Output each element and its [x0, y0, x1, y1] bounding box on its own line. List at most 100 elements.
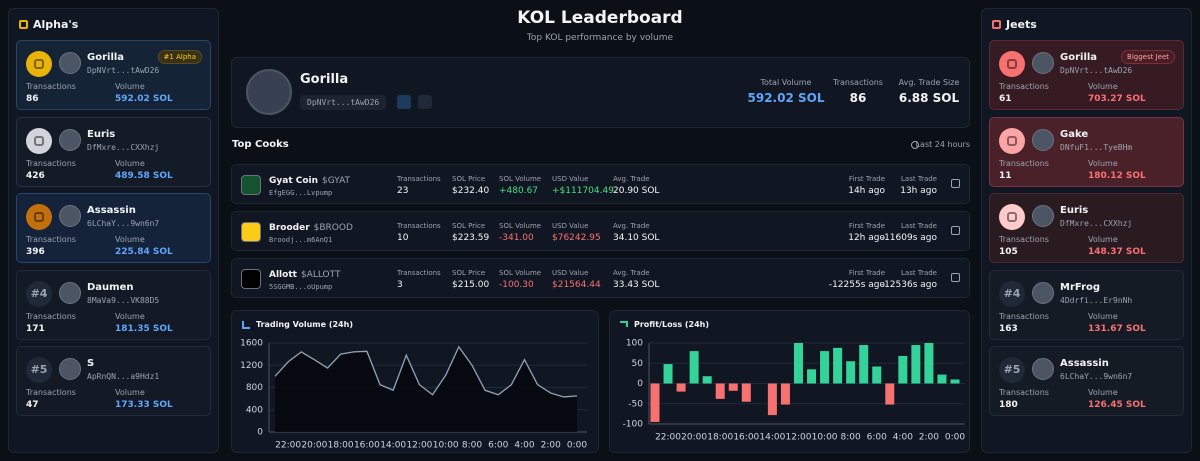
rank-tag: Biggest Jeet [1121, 50, 1175, 64]
column-label: USD Value [552, 222, 589, 230]
leader-card[interactable]: Euris DfMxre...CXXhzj Transactions 426 Volum… [16, 117, 211, 187]
avatar [1032, 129, 1054, 151]
token-row[interactable]: Gyat Coin $GYAT EfgEGG...Lvpump Transaction… [231, 164, 970, 204]
panel-title: Alpha's [33, 18, 79, 31]
stat-label: Transactions [26, 312, 76, 321]
trader-name: Assassin [1060, 358, 1109, 369]
stat-value: 105 [999, 247, 1018, 257]
stat-label: Volume [115, 82, 145, 91]
column-label: Last Trade [901, 175, 937, 183]
avatar [59, 129, 81, 151]
rank-medal [26, 204, 52, 230]
token-address: 5SGGMB...oUpump [269, 283, 333, 291]
column-label: Transactions [397, 269, 441, 277]
column-label: SOL Price [452, 175, 486, 183]
rank-badge: #4 [999, 281, 1025, 307]
avatar [1032, 205, 1054, 227]
token-icon [241, 269, 261, 289]
profile-stat-label: Transactions [833, 78, 883, 87]
token-row[interactable]: Brooder $BROOD Broodj...m6AnQ1 Transactions… [231, 211, 970, 251]
leader-card[interactable]: Gorilla DpNVrt...tAwD26 Biggest Jeet Transa… [989, 40, 1184, 110]
stat-value: 163 [999, 324, 1018, 334]
column-label: SOL Volume [499, 175, 542, 183]
stat-value: 11 [999, 171, 1012, 181]
profile-avatar [246, 69, 292, 115]
medal-inner [1007, 59, 1017, 69]
column-value: 20.90 SOL [613, 186, 660, 196]
external-link[interactable] [951, 179, 960, 188]
column-value: 3 [397, 280, 403, 290]
leader-card[interactable]: #4 Daumen 8MaVa9...VK88D5 Transactions 171 Vo… [16, 270, 211, 340]
column-value: -11609s ago [880, 233, 937, 243]
token-name-line: Gyat Coin $GYAT [269, 176, 350, 186]
trader-name: Gorilla [87, 52, 125, 63]
column-value: $76242.95 [552, 233, 601, 243]
token-name-line: Brooder $BROOD [269, 223, 353, 233]
leader-card[interactable]: #5 S ApRnQN...a9Hdz1 Transactions 47 Volume 17… [16, 346, 211, 416]
trader-name: Euris [87, 129, 116, 140]
trader-name: Assassin [87, 205, 136, 216]
column-value: $215.00 [452, 280, 490, 290]
trader-name: MrFrog [1060, 282, 1101, 293]
token-row[interactable]: Allott $ALLOTT 5SGGMB...oUpump Transactions… [231, 258, 970, 298]
leader-card[interactable]: Euris DfMxre...CXXhzj Transactions 105 Volum… [989, 193, 1184, 263]
column-label: Last Trade [901, 269, 937, 277]
token-icon [241, 222, 261, 242]
volume-value: 592.02 SOL [115, 94, 173, 104]
column-value: $223.59 [452, 233, 490, 243]
leader-card[interactable]: Assassin 6LChaY...9wn6n7 Transactions 396 Vo… [16, 193, 211, 263]
profile-stat-value: 592.02 SOL [747, 91, 825, 105]
token-symbol: $GYAT [322, 176, 351, 186]
stat-value: 171 [26, 324, 45, 334]
stat-label: Volume [115, 388, 145, 397]
column-value: 33.43 SOL [613, 280, 660, 290]
token-symbol: $BROOD [313, 223, 353, 233]
leader-card[interactable]: #5 Assassin 6LChaY...9wn6n7 Transactions 180… [989, 346, 1184, 416]
column-value: 23 [397, 186, 409, 196]
column-label: Last Trade [901, 222, 937, 230]
stat-value: 426 [26, 171, 45, 181]
leader-card[interactable]: Gake DNfuF1...TyeBHm Transactions 11 Volume 1… [989, 117, 1184, 187]
stat-label: Volume [1088, 159, 1118, 168]
panel-icon [992, 20, 1001, 29]
rank-medal [999, 128, 1025, 154]
column-label: Avg. Trade [613, 222, 650, 230]
stat-label: Transactions [999, 235, 1049, 244]
external-link[interactable] [951, 226, 960, 235]
volume-value: 148.37 SOL [1088, 247, 1146, 257]
panel-icon [19, 20, 28, 29]
external-link[interactable] [951, 273, 960, 282]
rank-tag: #1 Alpha [157, 50, 202, 64]
twitter-button[interactable] [418, 95, 432, 109]
token-address: EfgEGG...Lvpump [269, 189, 333, 197]
column-value: -100.30 [499, 280, 534, 290]
volume-value: 131.67 SOL [1088, 324, 1146, 334]
avatar [1032, 358, 1054, 380]
column-value: -12255s ago [828, 280, 885, 290]
message-button[interactable] [397, 95, 411, 109]
stat-value: 86 [26, 94, 39, 104]
stat-label: Transactions [26, 388, 76, 397]
token-address: Broodj...m6AnQ1 [269, 236, 333, 244]
column-value: 34.10 SOL [613, 233, 660, 243]
profile-stat-value: 86 [849, 91, 867, 105]
column-value: 13h ago [900, 186, 937, 196]
rank-badge: #4 [26, 281, 52, 307]
volume-value: 181.35 SOL [115, 324, 173, 334]
stat-label: Transactions [26, 159, 76, 168]
column-label: SOL Volume [499, 269, 542, 277]
profile-address: DpNVrt...tAwD26 [300, 95, 387, 110]
leader-card[interactable]: Gorilla DpNVrt...tAwD26 #1 Alpha Transactio… [16, 40, 211, 110]
trader-address: DfMxre...CXXhzj [1060, 219, 1133, 228]
column-label: First Trade [848, 222, 885, 230]
column-label: SOL Volume [499, 222, 542, 230]
chart-panel: Profit/Loss (24h) [609, 310, 970, 453]
stat-label: Volume [1088, 82, 1118, 91]
leader-card[interactable]: #4 MrFrog 4Ddrfi...Er9nNh Transactions 163 Vo… [989, 270, 1184, 340]
stat-label: Volume [1088, 235, 1118, 244]
stat-label: Volume [1088, 388, 1118, 397]
column-label: Transactions [397, 175, 441, 183]
column-label: USD Value [552, 269, 589, 277]
stat-label: Volume [115, 235, 145, 244]
